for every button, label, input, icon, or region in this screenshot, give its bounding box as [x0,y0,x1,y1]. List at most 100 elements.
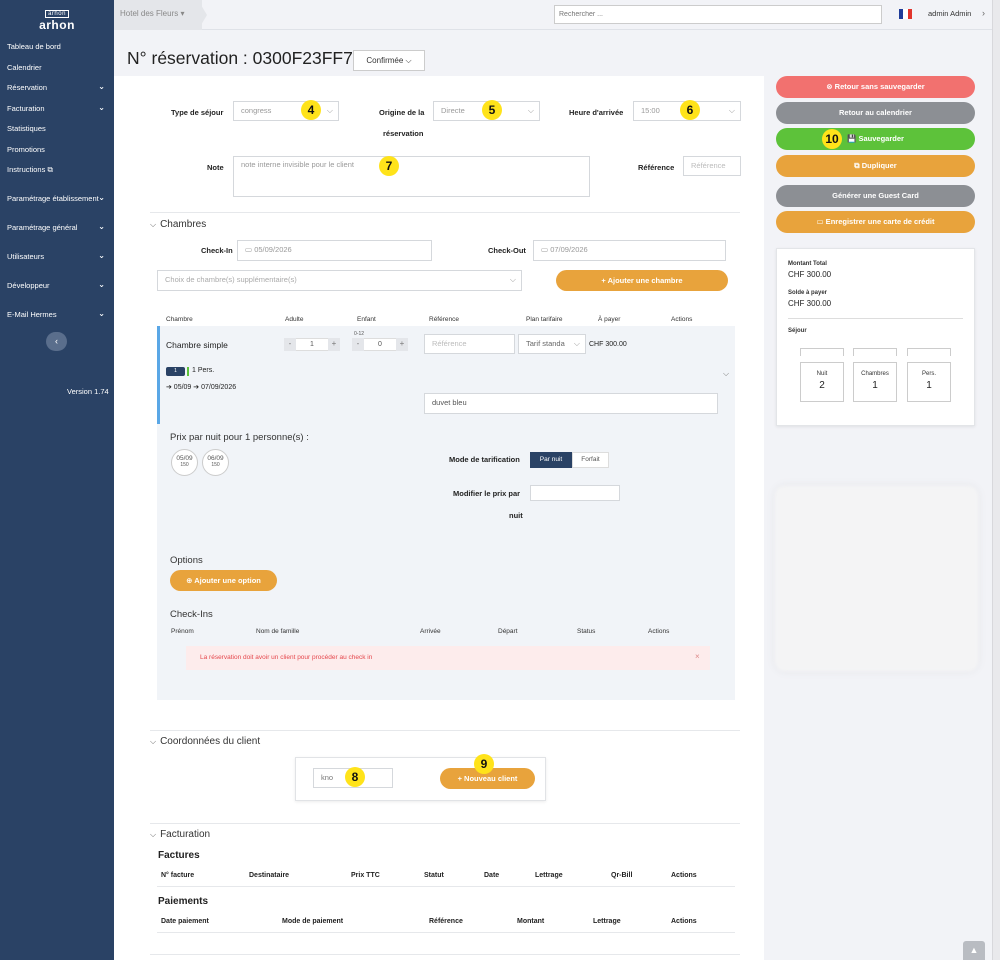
stay-type-select[interactable]: congress ⌵ [233,101,339,121]
billing-section-toggle[interactable]: ⌵ Facturation [150,829,211,840]
chevron-right-icon[interactable]: › [982,8,985,18]
reference-input[interactable]: Référence [683,156,741,176]
logo[interactable]: arhon arhon [38,8,76,32]
column-header: Actions [671,918,697,925]
column-header: Date [484,872,500,879]
sidebar-item-dashboard[interactable]: Tableau de bord [7,42,61,51]
price-per-night-title: Prix par nuit pour 1 personne(s) : [170,432,309,443]
sidebar-item-billing[interactable]: Facturation ⌄ [7,103,105,113]
divider [788,318,963,319]
divider [150,823,740,824]
column-header: Date paiement [161,918,209,925]
sidebar-item-reservation[interactable]: Réservation ⌄ [7,82,105,92]
chevron-down-icon: ⌄ [98,309,105,318]
modify-price-input[interactable] [530,485,620,501]
decrement-button[interactable]: - [352,338,364,351]
column-header: Lettrage [593,918,621,925]
annotation-badge: 6 [680,100,700,120]
sidebar-collapse-button[interactable]: ‹ [46,332,67,351]
plus-circle-icon: ⊕ [186,576,195,585]
room-note-input[interactable]: duvet bleu [424,393,718,414]
chevron-down-icon[interactable]: ⌵ [723,369,730,378]
checkout-date-input[interactable]: ▭ 07/09/2026 [533,240,726,261]
column-header: Adulte [285,316,304,323]
room-persons: 1 Pers. [192,367,215,374]
rate-plan-select[interactable]: Tarif standa ⌵ [518,334,586,354]
column-header: Nom de famille [256,628,300,635]
search-input[interactable] [554,5,882,24]
divider [157,932,735,933]
column-header: Arrivée [420,628,441,635]
add-option-button[interactable]: ⊕ Ajouter une option [170,570,277,591]
night-price[interactable]: 05/09 150 [171,449,198,476]
column-header: Montant [517,918,545,925]
divider [150,954,740,955]
column-header: Chambre [166,316,193,323]
back-to-calendar-button[interactable]: Retour au calendrier [776,102,975,124]
checkin-date-input[interactable]: ▭ 05/09/2026 [237,240,432,261]
stay-type-label: Type de séjour [171,108,224,117]
duplicate-button[interactable]: ⧉ Dupliquer [776,155,975,177]
save-button[interactable]: 💾 Sauvegarder [776,128,975,150]
hotel-selector-arrow [198,0,207,30]
balance-value: CHF 300.00 [788,299,832,308]
room-name: Chambre simple [166,340,228,350]
sidebar-item-users[interactable]: Utilisateurs ⌄ [7,251,105,261]
sidebar-item-statistics[interactable]: Statistiques [7,124,46,133]
mode-flat-button[interactable]: Forfait [572,452,609,468]
column-header: Prix TTC [351,872,380,879]
page-scrollbar[interactable] [992,0,1000,960]
sidebar-item-promotions[interactable]: Promotions [7,145,45,154]
user-menu[interactable]: admin Admin [928,9,972,18]
adult-stepper[interactable]: -1 + [284,338,340,351]
column-header: Plan tarifaire [526,316,563,323]
sidebar-item-general-settings[interactable]: Paramétrage général ⌄ [7,222,105,232]
decrement-button[interactable]: - [284,338,296,351]
blurred-panel [775,486,978,671]
generate-guest-card-button[interactable]: Générer une Guest Card [776,185,975,207]
total-value: CHF 300.00 [788,270,832,279]
divider [157,886,735,887]
column-header: Qr-Bill [611,872,633,879]
room-price: CHF 300.00 [589,341,627,348]
increment-button[interactable]: + [396,338,408,351]
note-textarea[interactable]: note interne invisible pour le client [233,156,590,197]
stay-label: Séjour [788,328,807,334]
sidebar-item-property-settings[interactable]: Paramétrage établissement ⌄ [7,193,105,203]
client-section-toggle[interactable]: ⌵ Coordonnées du client [150,736,261,747]
increment-button[interactable]: + [328,338,340,351]
sidebar-item-email-hermes[interactable]: E-Mail Hermes ⌄ [7,309,105,319]
stat-nights: Nuit 2 [800,362,844,402]
chevron-down-icon: ⌵ [573,339,580,348]
rooms-section-toggle[interactable]: ⌵ Chambres [150,219,207,230]
hotel-selector[interactable]: Hotel des Fleurs ▾ [114,0,202,30]
room-reference-input[interactable]: Référence [424,334,515,354]
chevron-down-icon: ⌵ [150,737,157,746]
bed-icon: 1 [166,367,185,376]
add-room-button[interactable]: + Ajouter une chambre [556,270,728,291]
scroll-top-button[interactable]: ▲ [963,941,985,960]
save-credit-card-button[interactable]: ▭ Enregistrer une carte de crédit [776,211,975,233]
mode-per-night-button[interactable]: Par nuit [530,452,572,468]
sidebar-item-developer[interactable]: Développeur ⌄ [7,280,105,290]
new-client-button[interactable]: + Nouveau client [440,768,535,789]
back-without-saving-button[interactable]: ⊗ Retour sans sauvegarder [776,76,975,98]
room-detail-panel [157,326,735,700]
sidebar-item-instructions[interactable]: Instructions ⧉ [7,165,53,174]
french-flag-icon[interactable] [899,9,912,19]
status-dropdown[interactable]: Confirmée ⌵ [353,50,425,71]
balance-label: Solde à payer [788,290,828,296]
close-icon[interactable]: × [695,652,700,661]
column-header: Actions [671,872,697,879]
extra-rooms-select[interactable]: Choix de chambre(s) supplémentaire(s) ⌵ [157,270,522,291]
sidebar-item-calendar[interactable]: Calendrier [7,63,42,72]
night-price[interactable]: 06/09 150 [202,449,229,476]
child-stepper[interactable]: -0 + [352,338,408,351]
annotation-badge: 10 [822,129,842,149]
stat-tab [800,348,844,356]
room-dates: ➔ 05/09 ➔ 07/09/2026 [166,384,237,391]
stat-persons: Pers. 1 [907,362,951,402]
chevron-down-icon: ⌵ [150,220,157,229]
chevron-down-icon: ⌵ [527,106,534,115]
logo-top: arhon [45,10,69,18]
